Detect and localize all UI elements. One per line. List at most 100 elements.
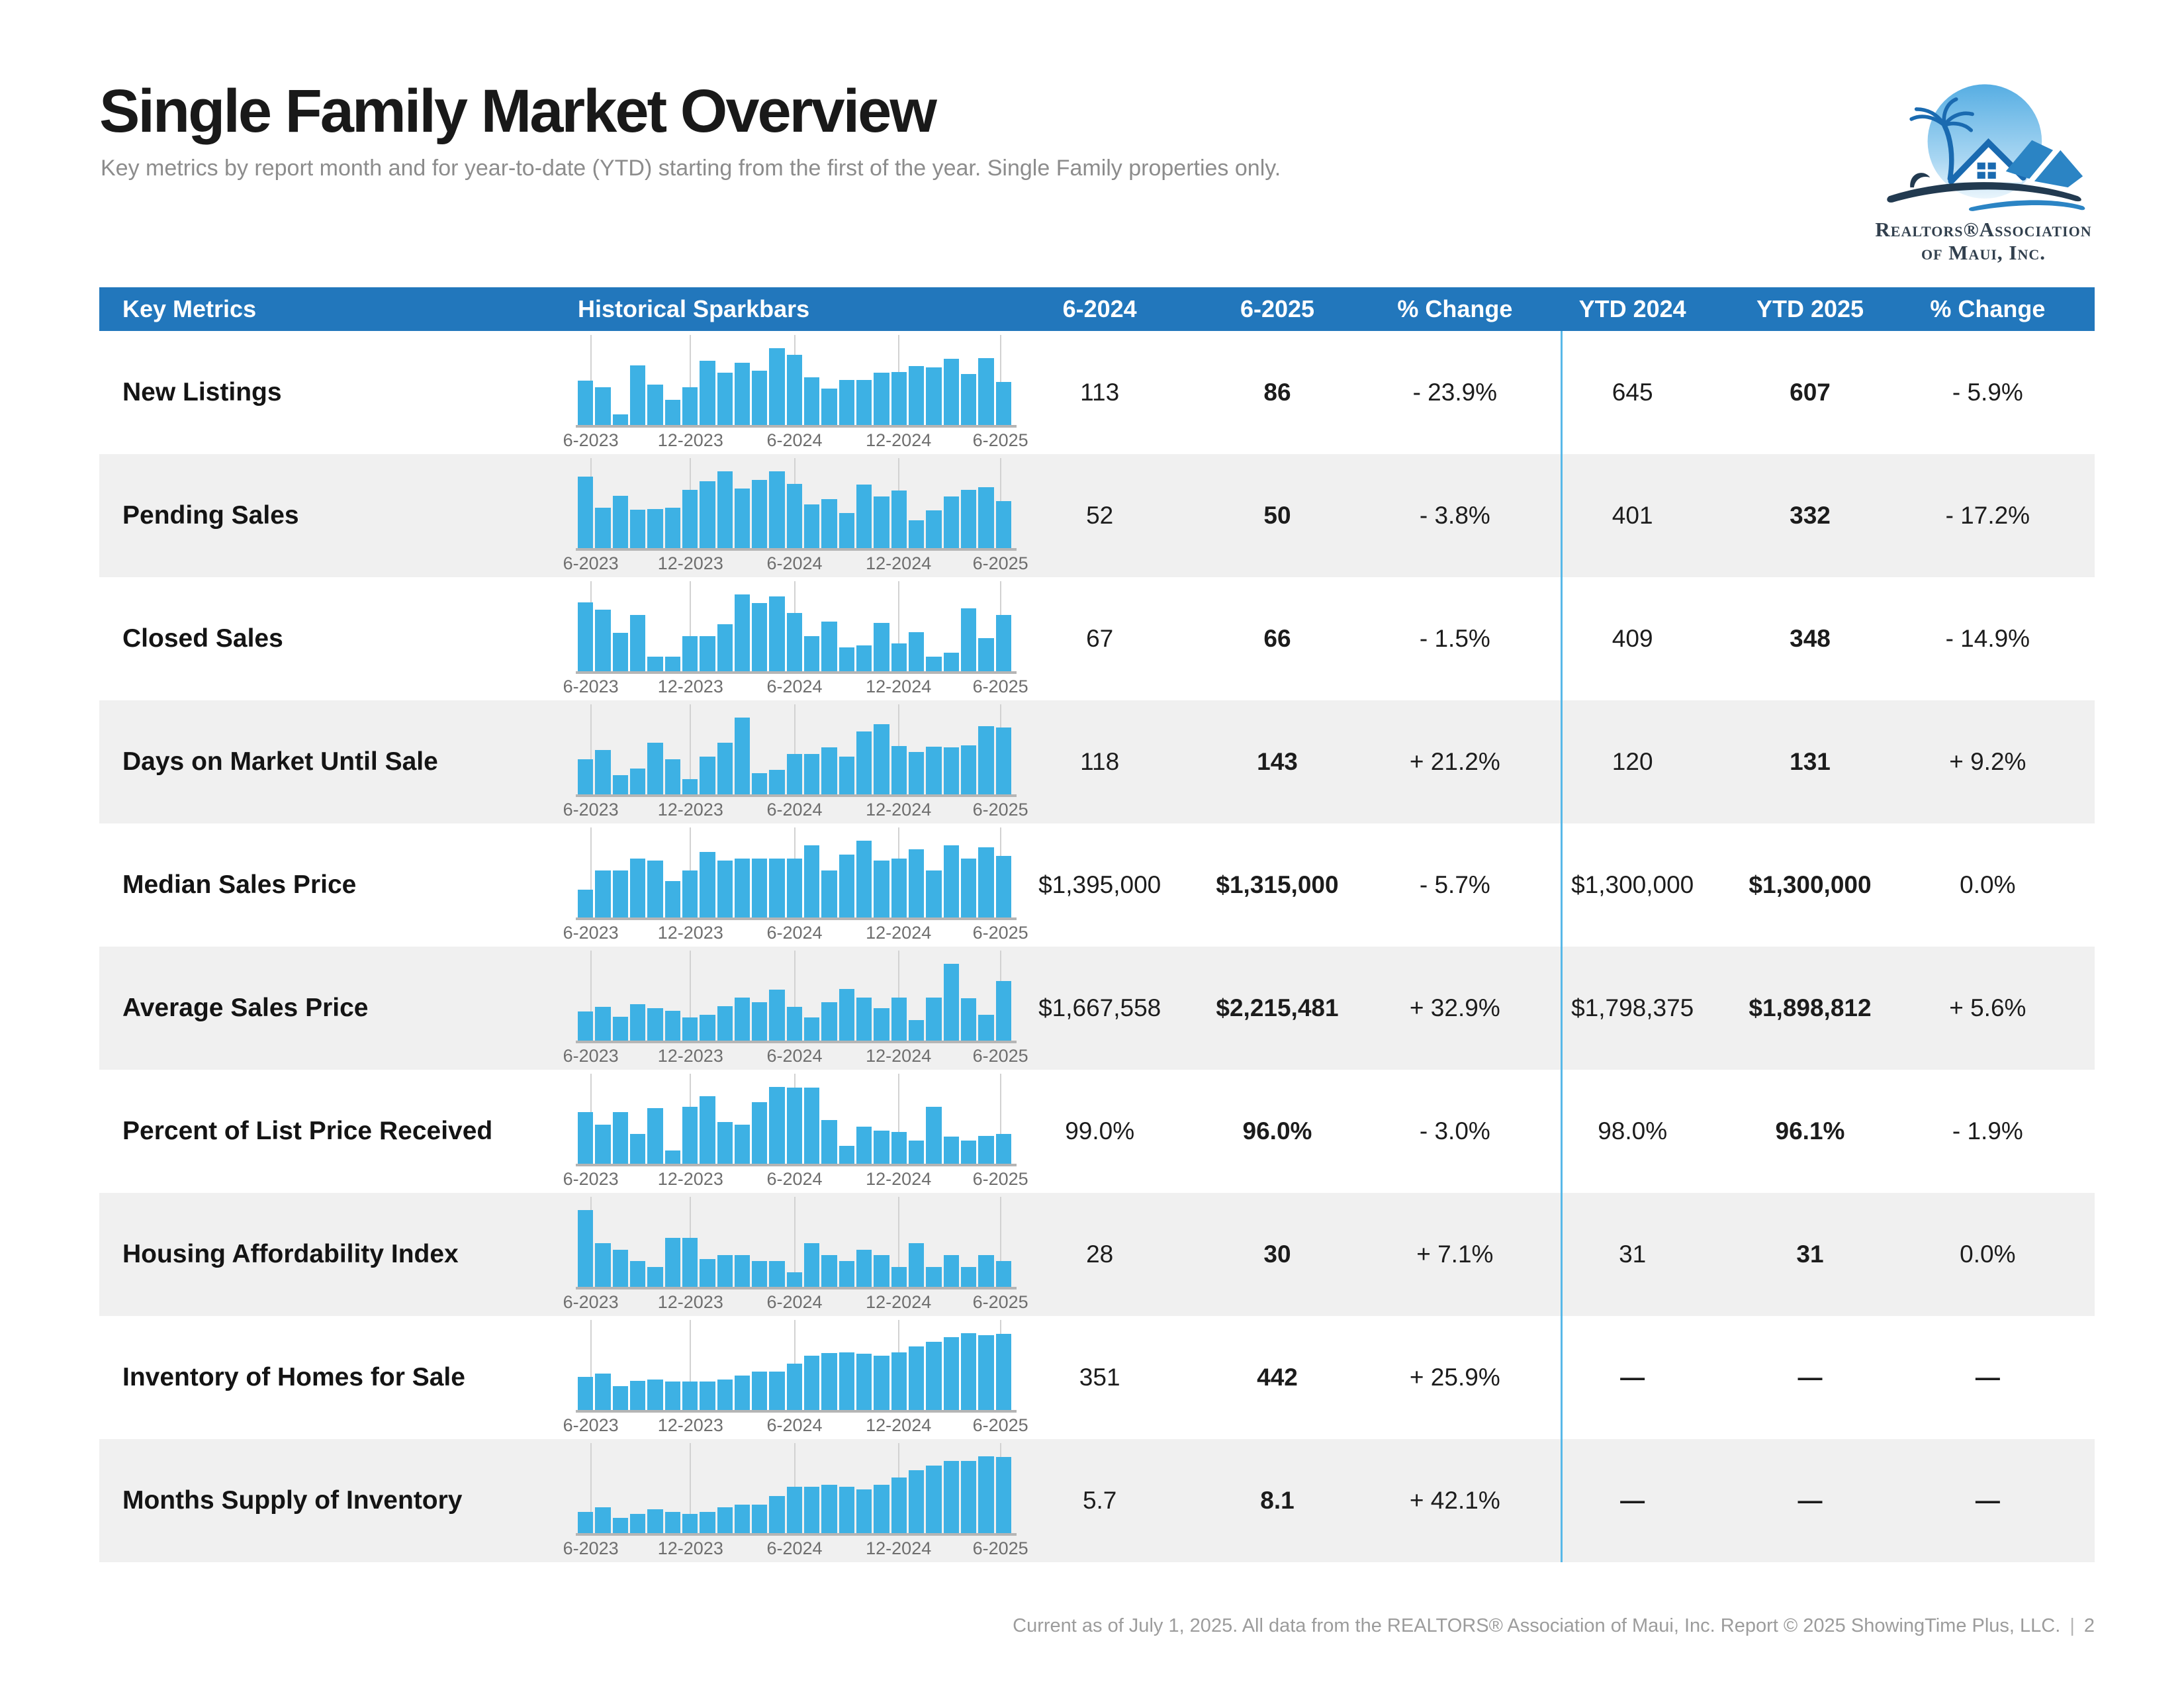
spark-bar [891, 1352, 907, 1410]
spark-bar [839, 757, 854, 794]
value-pct-change-ytd: - 1.9% [1952, 1117, 2023, 1145]
spark-bar [856, 1354, 872, 1410]
spark-bar [734, 594, 751, 671]
spark-bar [786, 1088, 803, 1164]
spark-bar [786, 1487, 803, 1533]
spark-bar [786, 612, 803, 671]
spark-bar [995, 1133, 1011, 1164]
spark-bar [647, 1509, 663, 1533]
table-row: Median Sales Price 6-2023 12-2023 6-2024 12… [99, 823, 2095, 947]
spark-bar [874, 373, 889, 425]
spark-bar [960, 1333, 977, 1410]
spark-bar [856, 484, 872, 548]
spark-bar [960, 858, 977, 917]
spark-bar [682, 1237, 698, 1287]
spark-bar [700, 360, 715, 425]
spark-bar [752, 479, 768, 548]
spark-bar [595, 749, 611, 794]
spark-bar [995, 615, 1011, 671]
spark-bar [612, 414, 628, 425]
sparkbar-cell: 6-2023 12-2023 6-2024 12-2024 6-2025 [563, 1193, 1029, 1316]
spark-bar [664, 759, 680, 794]
spark-bar [717, 1122, 733, 1164]
spark-bar [821, 621, 837, 671]
spark-bar [943, 845, 959, 917]
sparkbar-chart: 6-2023 12-2023 6-2024 12-2024 6-2025 [563, 577, 1028, 700]
spark-bar [612, 1250, 628, 1287]
spark-bar [647, 1108, 663, 1164]
spark-bar [664, 399, 680, 425]
spark-bar [995, 1334, 1011, 1410]
spark-bar [734, 488, 751, 548]
table-header-row: Key Metrics Historical Sparkbars 6-2024 … [99, 287, 2095, 331]
spark-bar [769, 596, 785, 671]
spark-bar [926, 747, 942, 794]
spark-bar [717, 624, 733, 671]
value-month-prev: $1,667,558 [1038, 994, 1161, 1021]
sparkbar-axis: 6-2023 12-2023 6-2024 12-2024 6-2025 [563, 1169, 1028, 1192]
spark-bar [578, 1511, 594, 1533]
spark-bar [995, 1457, 1011, 1533]
spark-bar [769, 858, 785, 917]
spark-bar [804, 1487, 820, 1533]
spark-bar [717, 1507, 733, 1533]
sparkbar-chart: 6-2023 12-2023 6-2024 12-2024 6-2025 [563, 454, 1028, 577]
spark-bar [804, 845, 820, 917]
spark-bar [682, 1107, 698, 1164]
logo-text-line1: Realtors®Association [1875, 218, 2092, 241]
spark-bar [908, 1019, 925, 1041]
sparkbar-bars [578, 594, 1011, 671]
page-title: Single Family Market Overview [99, 77, 937, 145]
spark-bar [769, 990, 785, 1041]
value-month-current: $1,315,000 [1216, 871, 1339, 898]
page-subtitle: Key metrics by report month and for year… [101, 155, 1281, 181]
spark-bar [908, 849, 925, 917]
value-ytd-current: 348 [1790, 625, 1831, 652]
sparkbar-baseline [576, 548, 1017, 551]
axis-tick-label: 12-2024 [866, 553, 932, 573]
spark-bar [856, 998, 872, 1041]
spark-bar [752, 1505, 768, 1533]
value-pct-change-month: + 21.2% [1409, 748, 1500, 775]
spark-bar [786, 858, 803, 917]
spark-bar [943, 747, 959, 794]
value-pct-change-ytd: - 14.9% [1945, 625, 2030, 652]
spark-bar [804, 1017, 820, 1041]
metric-label: Average Sales Price [122, 994, 369, 1022]
spark-bar [629, 1133, 646, 1164]
spark-bar [978, 1255, 994, 1287]
spark-bar [891, 858, 907, 917]
spark-bar [839, 1260, 854, 1287]
spark-bar [891, 998, 907, 1041]
spark-bar [786, 1006, 803, 1041]
spark-bar [734, 998, 751, 1041]
value-pct-change-ytd: - 5.9% [1952, 379, 2023, 406]
spark-bar [786, 753, 803, 794]
sparkbar-axis: 6-2023 12-2023 6-2024 12-2024 6-2025 [563, 553, 1028, 576]
spark-bar [700, 1259, 715, 1287]
axis-tick-label: 12-2023 [657, 923, 723, 943]
spark-bar [682, 870, 698, 917]
sparkbar-axis: 6-2023 12-2023 6-2024 12-2024 6-2025 [563, 677, 1028, 699]
sparkbar-axis: 6-2023 12-2023 6-2024 12-2024 6-2025 [563, 1292, 1028, 1315]
table-row: Closed Sales 6-2023 12-2023 6-2024 12-2024 6… [99, 577, 2095, 700]
axis-tick-label: 12-2024 [866, 800, 932, 820]
value-pct-change-ytd: — [1975, 1487, 2000, 1514]
value-ytd-current: 31 [1796, 1241, 1824, 1268]
value-pct-change-month: - 23.9% [1412, 379, 1498, 406]
spark-bar [856, 1127, 872, 1164]
spark-bar [908, 1243, 925, 1287]
value-month-current: 30 [1263, 1241, 1291, 1268]
axis-tick-label: 6-2024 [766, 800, 823, 820]
spark-bar [612, 633, 628, 671]
sparkbar-chart: 6-2023 12-2023 6-2024 12-2024 6-2025 [563, 700, 1028, 823]
spark-bar [629, 1004, 646, 1041]
value-month-prev: $1,395,000 [1038, 871, 1161, 898]
sparkbar-baseline [576, 1164, 1017, 1166]
sparkbar-cell: 6-2023 12-2023 6-2024 12-2024 6-2025 [563, 700, 1029, 823]
spark-bar [612, 1112, 628, 1164]
axis-tick-label: 6-2025 [972, 553, 1028, 573]
value-ytd-prev: 120 [1612, 748, 1653, 775]
value-ytd-prev: — [1620, 1487, 1645, 1514]
spark-bar [786, 1272, 803, 1287]
